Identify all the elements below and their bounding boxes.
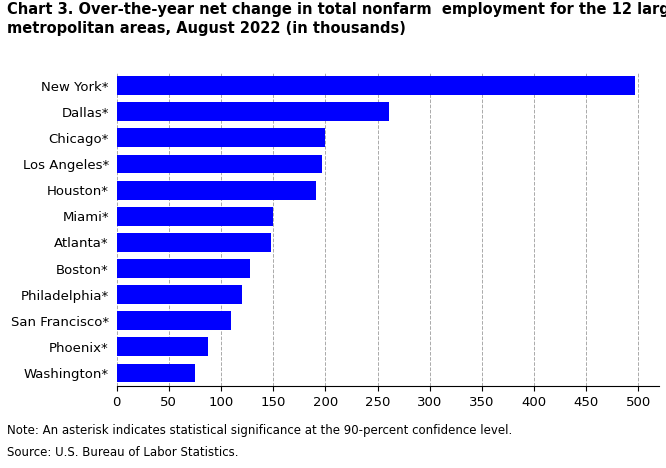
Bar [117, 76, 635, 95]
Bar [117, 311, 231, 330]
Text: metropolitan areas, August 2022 (in thousands): metropolitan areas, August 2022 (in thou… [7, 21, 406, 36]
Bar [117, 233, 271, 252]
Bar [117, 181, 316, 199]
Bar [117, 259, 250, 278]
Text: Source: U.S. Bureau of Labor Statistics.: Source: U.S. Bureau of Labor Statistics. [7, 446, 238, 459]
Bar [117, 128, 325, 147]
Bar [117, 102, 389, 121]
Bar [117, 154, 322, 174]
Bar [117, 285, 242, 304]
Bar [117, 207, 273, 226]
Bar [117, 364, 195, 382]
Text: Chart 3. Over-the-year net change in total nonfarm  employment for the 12 larges: Chart 3. Over-the-year net change in tot… [7, 2, 666, 17]
Text: Note: An asterisk indicates statistical significance at the 90-percent confidenc: Note: An asterisk indicates statistical … [7, 424, 512, 437]
Bar [117, 337, 208, 356]
